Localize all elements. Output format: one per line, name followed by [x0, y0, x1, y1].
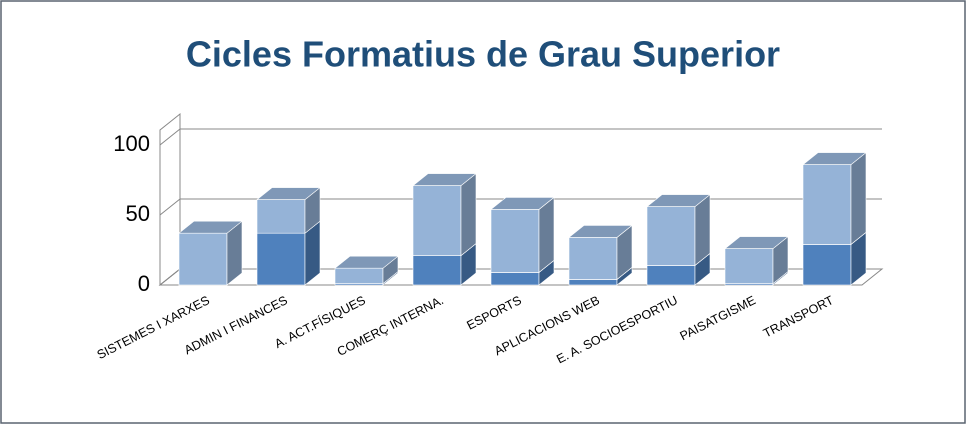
bar-side	[694, 193, 711, 267]
bar-front	[646, 265, 696, 286]
bar-top	[178, 220, 243, 234]
bar-front	[490, 272, 540, 286]
bar-top	[568, 225, 633, 238]
bar-top	[490, 197, 555, 210]
bar-front	[724, 248, 774, 284]
bar-front	[412, 255, 462, 286]
y-tick-label: 50	[126, 201, 150, 226]
bar-front	[802, 164, 852, 245]
bar-front	[802, 244, 852, 286]
bar-front	[178, 232, 228, 286]
bar-front	[568, 237, 618, 280]
bar-side	[850, 151, 867, 246]
bar-top	[646, 194, 711, 207]
bar-top	[802, 152, 867, 165]
bar-front	[568, 279, 618, 286]
bar-side	[460, 172, 477, 257]
bar-top	[724, 236, 789, 249]
grid-line	[159, 128, 882, 146]
grid-line	[159, 198, 882, 216]
y-tick-label: 100	[113, 131, 150, 156]
bar-top	[412, 173, 477, 186]
bar-front	[412, 185, 462, 256]
bar-front	[490, 209, 540, 273]
bar-front	[646, 206, 696, 266]
bar-front	[256, 199, 306, 234]
bar-front	[334, 267, 384, 284]
bar-top	[334, 255, 399, 269]
bar-top	[256, 187, 321, 200]
bar-side	[538, 196, 555, 274]
bar-front	[256, 232, 306, 286]
y-tick-label: 0	[138, 271, 150, 296]
chart-title: Cicles Formatius de Grau Superior	[186, 34, 780, 75]
